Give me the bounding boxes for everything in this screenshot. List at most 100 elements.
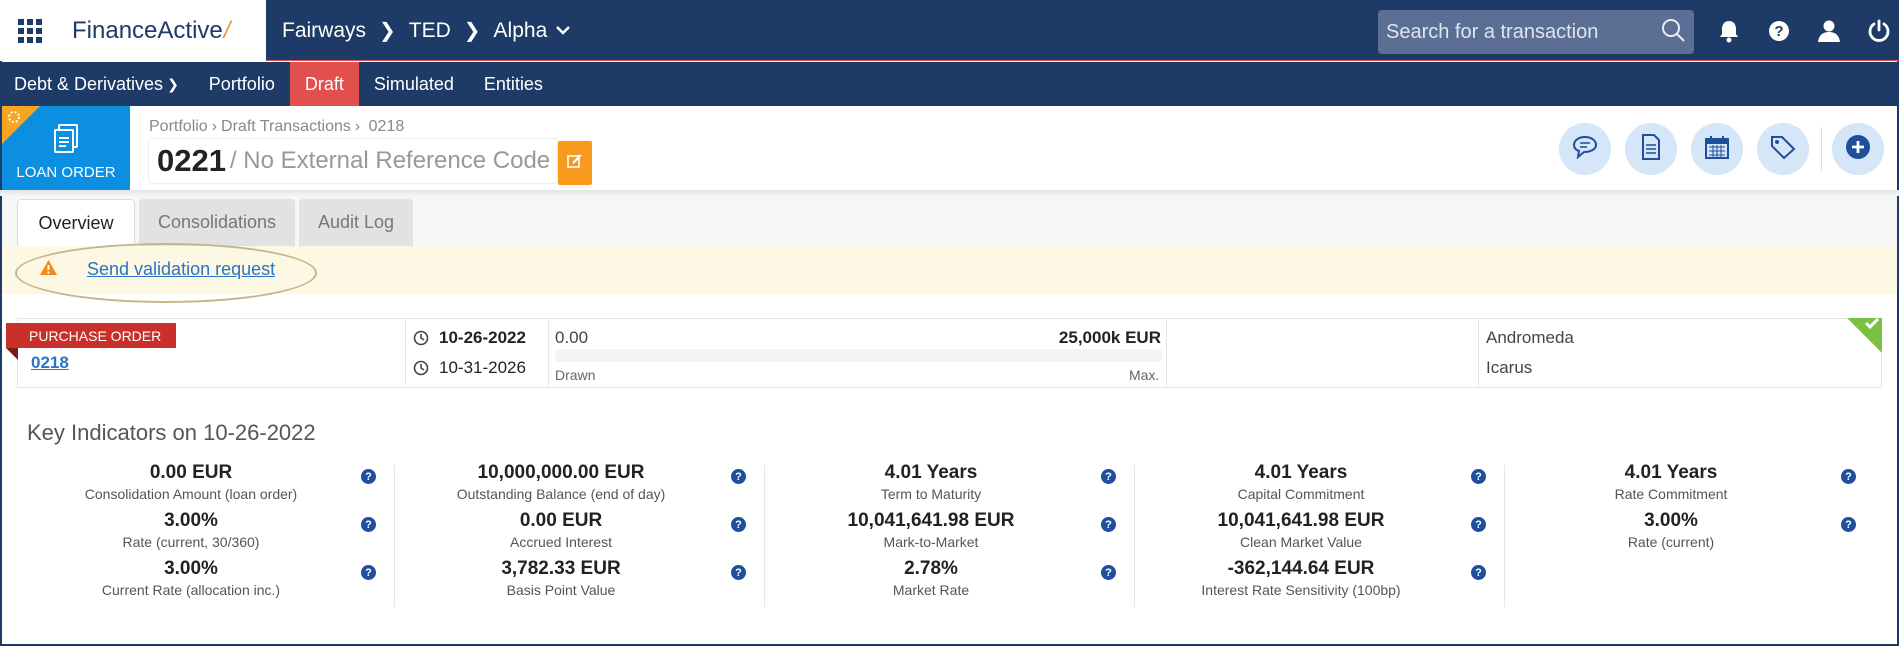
start-date: 10-26-2022 (413, 328, 526, 348)
indicator-column-2: 10,000,000.00 EUR Outstanding Balance (en… (392, 462, 762, 608)
pending-icon (7, 110, 21, 129)
breadcrumb-fairways[interactable]: Fairways (282, 18, 367, 42)
user-icon[interactable] (1804, 0, 1854, 61)
help-icon[interactable]: ? (361, 565, 376, 580)
add-button[interactable] (1832, 123, 1884, 175)
search-icon[interactable] (1660, 17, 1686, 48)
divider (1821, 127, 1822, 171)
clock-icon (413, 360, 429, 376)
end-date: 10-31-2026 (413, 358, 526, 378)
calendar-button[interactable] (1691, 123, 1743, 175)
highlight-ellipse (15, 243, 317, 303)
help-icon[interactable]: ? (1471, 565, 1486, 580)
add-icon (1845, 134, 1871, 165)
help-icon[interactable]: ? (1841, 517, 1856, 532)
help-icon[interactable]: ? (361, 517, 376, 532)
external-reference: / No External Reference Code (229, 147, 551, 174)
card-divider (548, 320, 549, 386)
indicator-rate-current-30-360: 3.00% Rate (current, 30/360)? (22, 510, 392, 558)
search-box (1378, 10, 1694, 54)
apps-grid-icon[interactable] (0, 0, 60, 61)
power-icon[interactable] (1854, 0, 1899, 61)
clock-icon (413, 330, 429, 346)
help-icon[interactable]: ? (1101, 469, 1116, 484)
help-icon[interactable]: ? (1101, 565, 1116, 580)
indicator-term-to-maturity: 4.01 Years Term to Maturity? (762, 462, 1132, 510)
indicator-divider (764, 465, 765, 607)
tab-overview[interactable]: Overview (17, 199, 135, 246)
help-icon[interactable]: ? (1471, 469, 1486, 484)
party-lender: Andromeda (1486, 328, 1574, 347)
breadcrumb: Portfolio › Draft Transactions › 0218 (149, 118, 405, 135)
indicator-rate-commitment: 4.01 Years Rate Commitment? (1502, 462, 1872, 510)
logo[interactable]: Finance Active / (60, 0, 266, 61)
max-amount: 25,000k EUR (1058, 328, 1161, 347)
tab-consolidations[interactable]: Consolidations (139, 199, 295, 246)
nav-draft[interactable]: Draft (289, 62, 359, 106)
purchase-order-link[interactable]: 0218 (31, 353, 69, 372)
help-icon[interactable]: ? (1754, 0, 1804, 61)
breadcrumb-draft-transactions[interactable]: Draft Transactions (221, 118, 351, 135)
nav-debt-derivatives[interactable]: Debt & Derivatives ❯ (14, 73, 179, 94)
max-label: Max. (1129, 367, 1160, 383)
nav-simulated[interactable]: Simulated (373, 73, 454, 94)
top-icons: ? (1704, 0, 1899, 61)
status-corner (2, 106, 40, 144)
nav-portfolio[interactable]: Portfolio (208, 73, 275, 94)
help-icon[interactable]: ? (731, 565, 746, 580)
document-button[interactable] (1625, 123, 1677, 175)
indicator-divider (1134, 465, 1135, 607)
svg-text:?: ? (1774, 23, 1783, 40)
tag-icon (1770, 135, 1796, 164)
card-divider (405, 320, 406, 386)
chevron-right-icon: ❯ (463, 20, 481, 42)
calendar-icon (1705, 135, 1729, 164)
breadcrumb-ted[interactable]: TED (408, 18, 451, 42)
indicator-accrued-interest: 0.00 EUR Accrued Interest? (392, 510, 762, 558)
tag-button[interactable] (1757, 123, 1809, 175)
indicator-basis-point-value: 3,782.33 EUR Basis Point Value? (392, 558, 762, 606)
indicator-column-1: 0.00 EUR Consolidation Amount (loan order… (22, 462, 392, 608)
help-icon[interactable]: ? (1471, 517, 1486, 532)
help-icon[interactable]: ? (731, 517, 746, 532)
purchase-order-ribbon: PURCHASE ORDER (6, 323, 177, 348)
edit-button[interactable] (558, 141, 592, 185)
indicator-clean-market-value: 10,041,641.98 EUR Clean Market Value? (1132, 510, 1502, 558)
search-input[interactable] (1386, 20, 1660, 44)
help-icon[interactable]: ? (1841, 469, 1856, 484)
tab-audit-log[interactable]: Audit Log (299, 199, 413, 246)
indicator-rate-current: 3.00% Rate (current)? (1502, 510, 1872, 558)
edit-icon (567, 153, 583, 174)
indicator-capital-commitment: 4.01 Years Capital Commitment? (1132, 462, 1502, 510)
chevron-down-icon[interactable] (555, 23, 571, 39)
bell-icon[interactable] (1704, 0, 1754, 61)
document-icon (1641, 133, 1661, 165)
indicator-divider (394, 465, 395, 607)
party-borrower: Icarus (1486, 358, 1533, 377)
card-divider (1478, 320, 1479, 386)
indicator-market-rate: 2.78% Market Rate? (762, 558, 1132, 606)
comment-button[interactable] (1559, 123, 1611, 175)
card-divider (1166, 320, 1167, 386)
ribbon-fold (6, 348, 18, 360)
indicator-current-rate: 3.00% Current Rate (allocation inc.)? (22, 558, 392, 606)
indicator-column-4: 4.01 Years Capital Commitment? 10,041,641… (1132, 462, 1502, 608)
chevron-right-icon: ❯ (167, 75, 179, 92)
help-icon[interactable]: ? (1101, 517, 1116, 532)
help-icon[interactable]: ? (361, 469, 376, 484)
breadcrumb-portfolio[interactable]: Portfolio (149, 118, 208, 135)
page-title: 0221 / No External Reference Code (148, 138, 558, 184)
nav-entities[interactable]: Entities (483, 73, 543, 94)
indicator-divider (1504, 465, 1505, 607)
indicator-column-5: 4.01 Years Rate Commitment? 3.00% Rate (cu… (1502, 462, 1872, 608)
comment-icon (1572, 135, 1598, 164)
document-stack-icon (53, 123, 79, 159)
check-icon (1864, 317, 1880, 337)
key-indicators-title: Key Indicators on 10-26-2022 (27, 420, 316, 445)
indicator-consolidation-amount: 0.00 EUR Consolidation Amount (loan order… (22, 462, 392, 510)
header-shadow (0, 190, 1899, 196)
help-icon[interactable]: ? (731, 469, 746, 484)
transaction-number: 0221 (157, 143, 226, 178)
breadcrumb-alpha[interactable]: Alpha (493, 18, 548, 42)
